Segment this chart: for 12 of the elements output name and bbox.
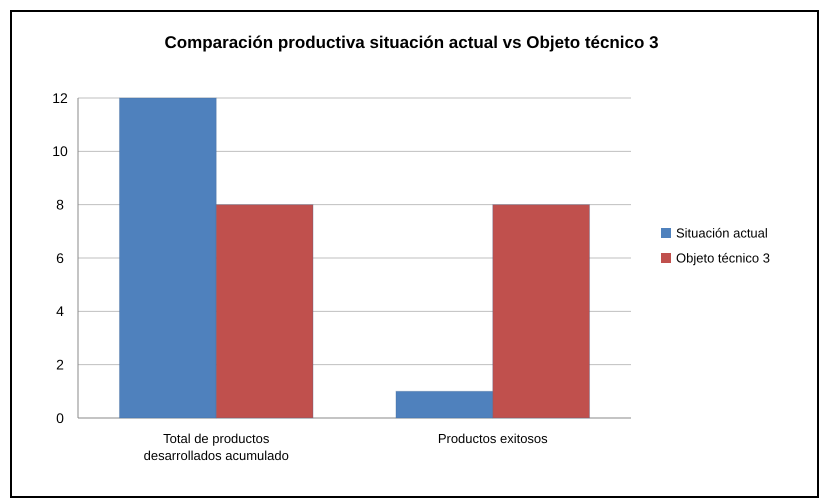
y-tick-label: 4 xyxy=(56,303,64,320)
chart-title: Comparación productiva situación actual vs Objeto técnico 3 xyxy=(164,33,659,52)
x-tick-label: Total de productos desarrollados acumulado xyxy=(144,431,289,463)
y-tick-label: 0 xyxy=(56,410,64,426)
legend-label: Objeto técnico 3 xyxy=(676,250,770,266)
y-tick-label: 10 xyxy=(52,143,68,160)
x-tick-label: Productos exitosos xyxy=(438,431,548,446)
legend-label: Situación actual xyxy=(676,226,768,241)
y-tick-label: 2 xyxy=(56,356,64,373)
y-tick-label: 6 xyxy=(56,250,64,266)
y-tick-label: 8 xyxy=(56,196,64,213)
y-tick-label: 12 xyxy=(52,90,68,106)
